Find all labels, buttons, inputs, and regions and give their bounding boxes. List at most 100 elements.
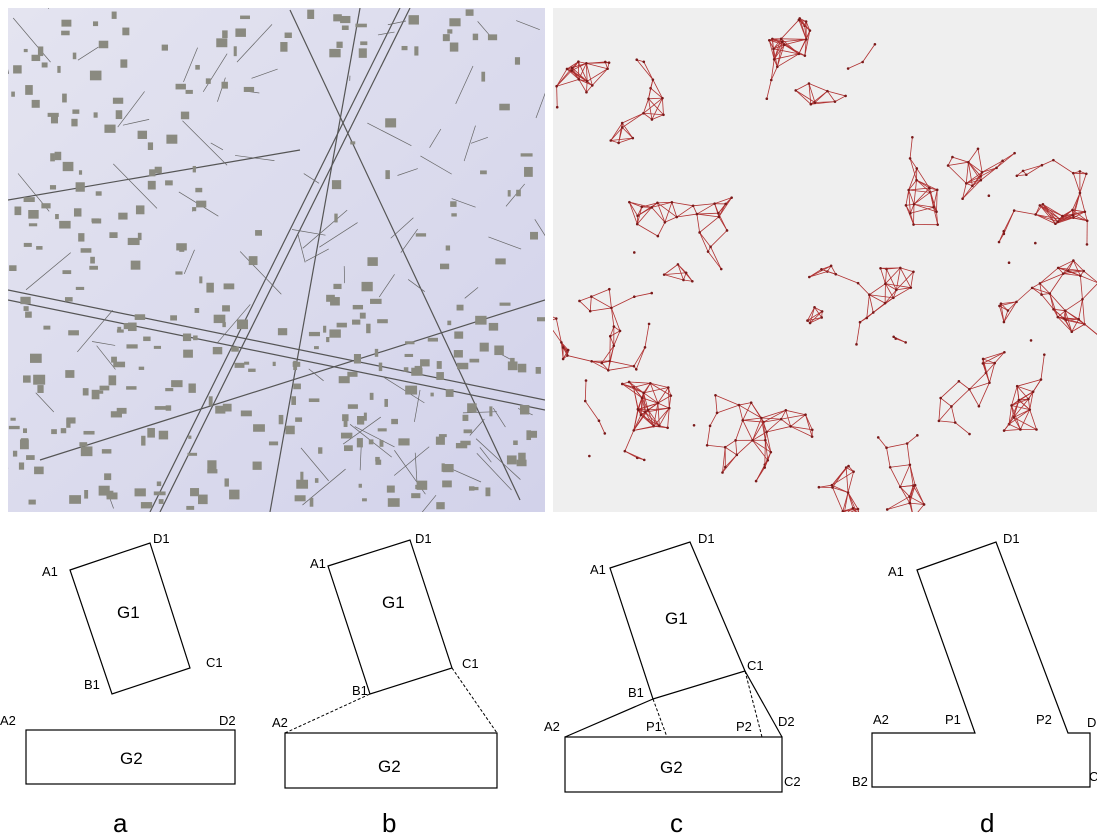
building <box>206 78 211 84</box>
graph-node <box>909 212 912 215</box>
graph-node <box>666 426 669 429</box>
graph-node <box>783 43 786 46</box>
building <box>367 257 377 266</box>
graph-node <box>604 61 607 64</box>
graph-node <box>751 439 754 442</box>
building <box>89 266 98 270</box>
graph-node <box>1013 152 1016 155</box>
graph-node <box>726 229 729 232</box>
graph-node <box>709 246 712 249</box>
graph-node <box>874 43 877 46</box>
graph-node <box>546 313 549 316</box>
building <box>341 433 352 439</box>
graph-node <box>1061 215 1064 218</box>
graph-node <box>967 161 970 164</box>
building <box>377 319 388 323</box>
building <box>65 370 74 378</box>
panel-caption: a <box>113 808 128 838</box>
building <box>135 314 145 320</box>
vertex-label: A2 <box>544 719 560 734</box>
graph-node <box>913 203 916 206</box>
connector <box>452 668 497 733</box>
graph-node <box>591 84 594 87</box>
building <box>51 429 57 434</box>
graph-node <box>763 466 766 469</box>
building <box>350 141 355 144</box>
building <box>379 363 382 371</box>
building <box>231 346 239 351</box>
graph-node <box>831 486 834 489</box>
building <box>26 455 35 460</box>
building <box>269 441 278 445</box>
graph-node <box>857 282 860 285</box>
building <box>353 305 363 309</box>
building <box>402 46 408 50</box>
building <box>384 399 388 407</box>
building <box>244 87 254 92</box>
building <box>62 94 67 103</box>
building <box>332 180 341 189</box>
building <box>122 28 129 36</box>
graph-node <box>805 20 808 23</box>
building <box>91 218 99 222</box>
building <box>131 261 141 270</box>
building <box>28 210 38 219</box>
graph-node <box>770 79 773 82</box>
graph-node <box>621 122 624 125</box>
building <box>357 438 363 447</box>
building <box>141 502 152 508</box>
building <box>166 135 177 144</box>
graph-node <box>1013 209 1016 212</box>
building <box>237 319 248 329</box>
vertex-label: A1 <box>42 564 58 579</box>
graph-node <box>682 279 685 282</box>
graph-node <box>642 392 645 395</box>
graph-node <box>691 280 694 283</box>
graph-node <box>811 428 814 431</box>
shape-label: G2 <box>120 749 143 768</box>
building <box>285 33 292 38</box>
vertex-label: C2 <box>784 774 801 789</box>
graph-edge <box>843 511 861 521</box>
graph-node <box>950 405 953 408</box>
graph-node <box>1010 404 1013 407</box>
graph-node <box>640 414 643 417</box>
building <box>159 431 168 440</box>
graph-node <box>1027 398 1030 401</box>
diagram-c: A1 D1 G1 C1 B1 A2 P1 P2 D2 G2 C2 c <box>544 531 801 838</box>
building <box>13 65 22 73</box>
building <box>360 313 366 319</box>
graph-node <box>826 90 829 93</box>
building <box>495 258 505 264</box>
graph-node <box>852 470 855 473</box>
building <box>55 214 59 219</box>
graph-node <box>641 397 644 400</box>
building <box>364 413 367 421</box>
building <box>518 364 526 373</box>
building <box>352 320 360 325</box>
graph-node <box>716 412 719 415</box>
building <box>57 66 60 73</box>
merged-polygon <box>872 542 1090 787</box>
building <box>20 297 30 304</box>
building <box>359 484 362 488</box>
graph-node <box>1039 282 1042 285</box>
graph-node <box>821 310 824 313</box>
building <box>100 386 110 391</box>
graph-node <box>820 268 823 271</box>
connector <box>285 694 370 733</box>
building <box>183 350 193 358</box>
building <box>295 417 302 421</box>
graph-node <box>692 205 695 208</box>
building <box>488 34 497 40</box>
graph-node <box>566 354 569 357</box>
graph-node <box>988 381 991 384</box>
graph-node <box>1040 378 1043 381</box>
building <box>128 238 140 245</box>
building <box>81 446 93 456</box>
building <box>93 21 98 26</box>
building <box>437 361 442 369</box>
building <box>222 322 225 327</box>
building <box>310 498 314 507</box>
building <box>61 428 66 433</box>
